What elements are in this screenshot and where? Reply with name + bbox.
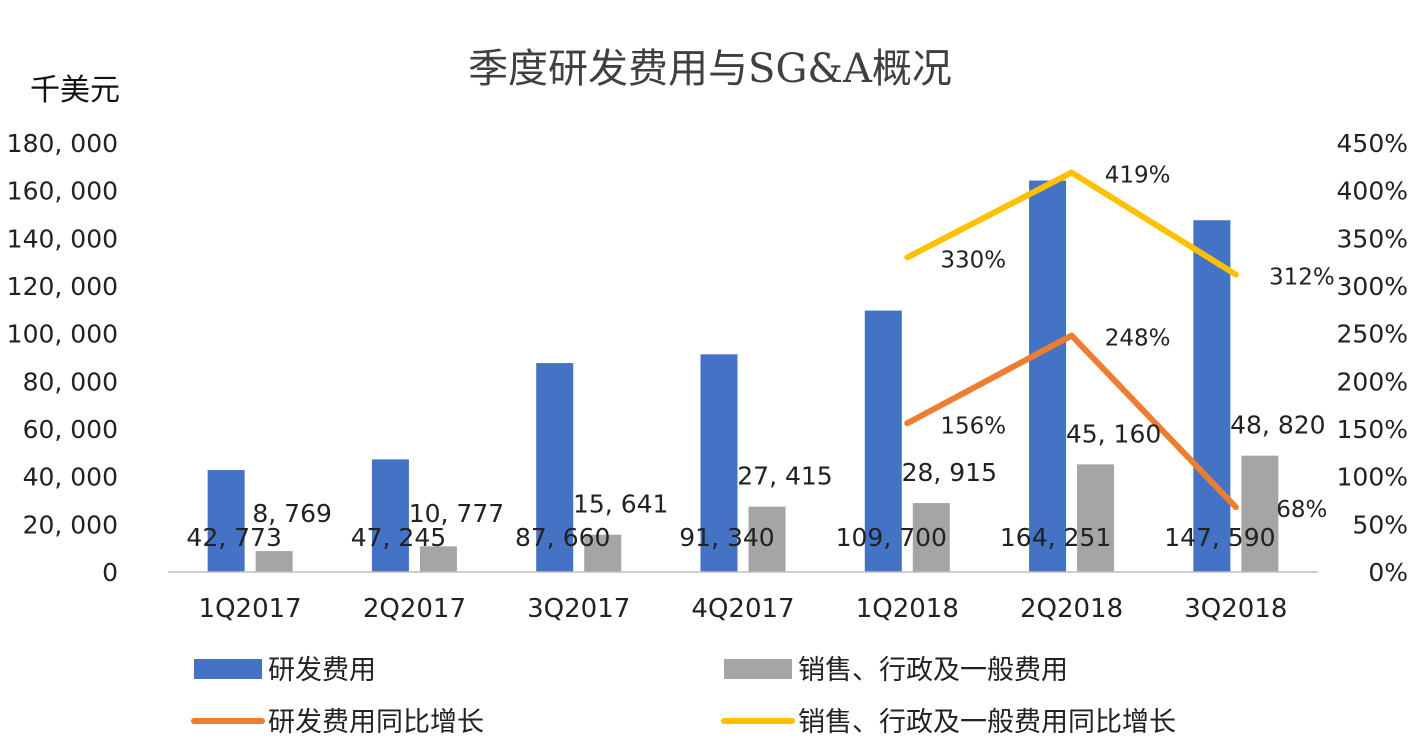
y-tick-label: 120, 000: [7, 272, 118, 301]
bar-sga: [912, 503, 950, 572]
bar-rd: [371, 459, 409, 572]
y-tick-label: 80, 000: [23, 367, 118, 396]
legend-item-rd-growth: 研发费用同比增长: [191, 707, 484, 738]
legend-label: 研发费用: [268, 655, 376, 686]
x-category-label: 3Q2018: [1184, 594, 1287, 624]
bar-sga-label: 15, 641: [573, 490, 668, 519]
bar-sga-label: 27, 415: [737, 462, 832, 491]
bar-rd: [207, 470, 245, 572]
x-category-label: 2Q2018: [1020, 594, 1123, 624]
line-sga-growth-label: 330%: [940, 247, 1006, 273]
bar-sga: [419, 546, 457, 572]
x-category-label: 3Q2017: [527, 594, 630, 624]
bar-rd-label: 91, 340: [679, 523, 774, 552]
line-rd-growth-label: 156%: [940, 413, 1006, 439]
line-sga-growth-label: 419%: [1105, 163, 1171, 189]
bar-rd-label: 47, 245: [351, 523, 446, 552]
y-tick-label: 20, 000: [23, 510, 118, 539]
legend-swatch: [194, 659, 262, 679]
line-rd-growth-label: 68%: [1276, 497, 1327, 523]
line-sga-growth: [904, 169, 1239, 278]
bar-sga-label: 28, 915: [902, 458, 997, 487]
bars: [207, 180, 1279, 573]
line-rd-growth-label: 248%: [1105, 326, 1171, 352]
legend-swatch: [724, 659, 792, 679]
line-sga-growth-label: 312%: [1269, 265, 1335, 291]
left-axis-ticks: 0 20, 000 40, 000 60, 000 80, 000 100, 000 120…: [7, 129, 118, 587]
legend-label: 销售、行政及一般费用: [798, 655, 1068, 686]
bar-rd-label: 164, 251: [1000, 523, 1111, 552]
legend-label: 研发费用同比增长: [268, 707, 484, 738]
bar-sga: [748, 506, 786, 572]
legend-label: 销售、行政及一般费用同比增长: [798, 707, 1176, 738]
bar-sga-label: 45, 160: [1066, 419, 1161, 448]
legend-item-sga-growth: 销售、行政及一般费用同比增长: [721, 707, 1176, 738]
y2-tick-label: 450%: [1337, 129, 1408, 158]
bar-rd: [700, 354, 738, 572]
y2-tick-label: 350%: [1337, 224, 1408, 253]
y2-tick-label: 250%: [1337, 320, 1408, 349]
bar-sga-label: 8, 769: [252, 499, 332, 528]
bar-rd: [536, 363, 574, 572]
bar-rd-label: 87, 660: [515, 523, 610, 552]
bar-sga-label: 10, 777: [409, 499, 504, 528]
y-tick-label: 100, 000: [7, 320, 118, 349]
y-tick-label: 140, 000: [7, 224, 118, 253]
y-tick-label: 160, 000: [7, 177, 118, 206]
chart-title: 季度研发费用与SG&A概况: [468, 46, 952, 92]
line-rd-growth: [904, 332, 1239, 511]
bar-sga: [1077, 464, 1115, 572]
x-category-label: 4Q2017: [691, 594, 794, 624]
right-axis-ticks: 0% 50% 100% 150% 200% 250% 300% 350% 400% 450%: [1337, 129, 1408, 587]
bar-rd: [864, 310, 902, 572]
bar-sga-label: 48, 820: [1230, 411, 1325, 440]
bar-rd-label: 147, 590: [1164, 523, 1275, 552]
bar-rd-label: 42, 773: [186, 523, 281, 552]
x-category-label: 2Q2017: [363, 594, 466, 624]
y-axis-unit-label: 千美元: [30, 73, 120, 108]
y2-tick-label: 50%: [1352, 510, 1408, 539]
y2-tick-label: 100%: [1337, 463, 1408, 492]
y-tick-label: 0: [102, 558, 118, 587]
lines: 156% 248% 68% 330% 419% 312%: [904, 163, 1335, 523]
y2-tick-label: 150%: [1337, 415, 1408, 444]
y2-tick-label: 200%: [1337, 367, 1408, 396]
y2-tick-label: 0%: [1368, 558, 1408, 587]
bar-rd-label: 109, 700: [836, 523, 947, 552]
y-tick-label: 40, 000: [23, 463, 118, 492]
bar-rd: [1193, 220, 1231, 572]
y2-tick-label: 400%: [1337, 177, 1408, 206]
y2-tick-label: 300%: [1337, 272, 1408, 301]
bar-sga: [1241, 455, 1279, 572]
x-category-label: 1Q2017: [199, 594, 302, 624]
legend-item-rd: 研发费用: [194, 655, 376, 686]
bar-sga: [255, 551, 293, 572]
category-labels: 1Q2017 2Q2017 3Q2017 4Q2017 1Q2018 2Q2018 3Q20…: [199, 594, 1288, 624]
x-category-label: 1Q2018: [856, 594, 959, 624]
legend-item-sga: 销售、行政及一般费用: [724, 655, 1068, 686]
bar-sga: [584, 534, 622, 572]
bar-rd: [1029, 180, 1067, 573]
y-tick-label: 180, 000: [7, 129, 118, 158]
y-tick-label: 60, 000: [23, 415, 118, 444]
